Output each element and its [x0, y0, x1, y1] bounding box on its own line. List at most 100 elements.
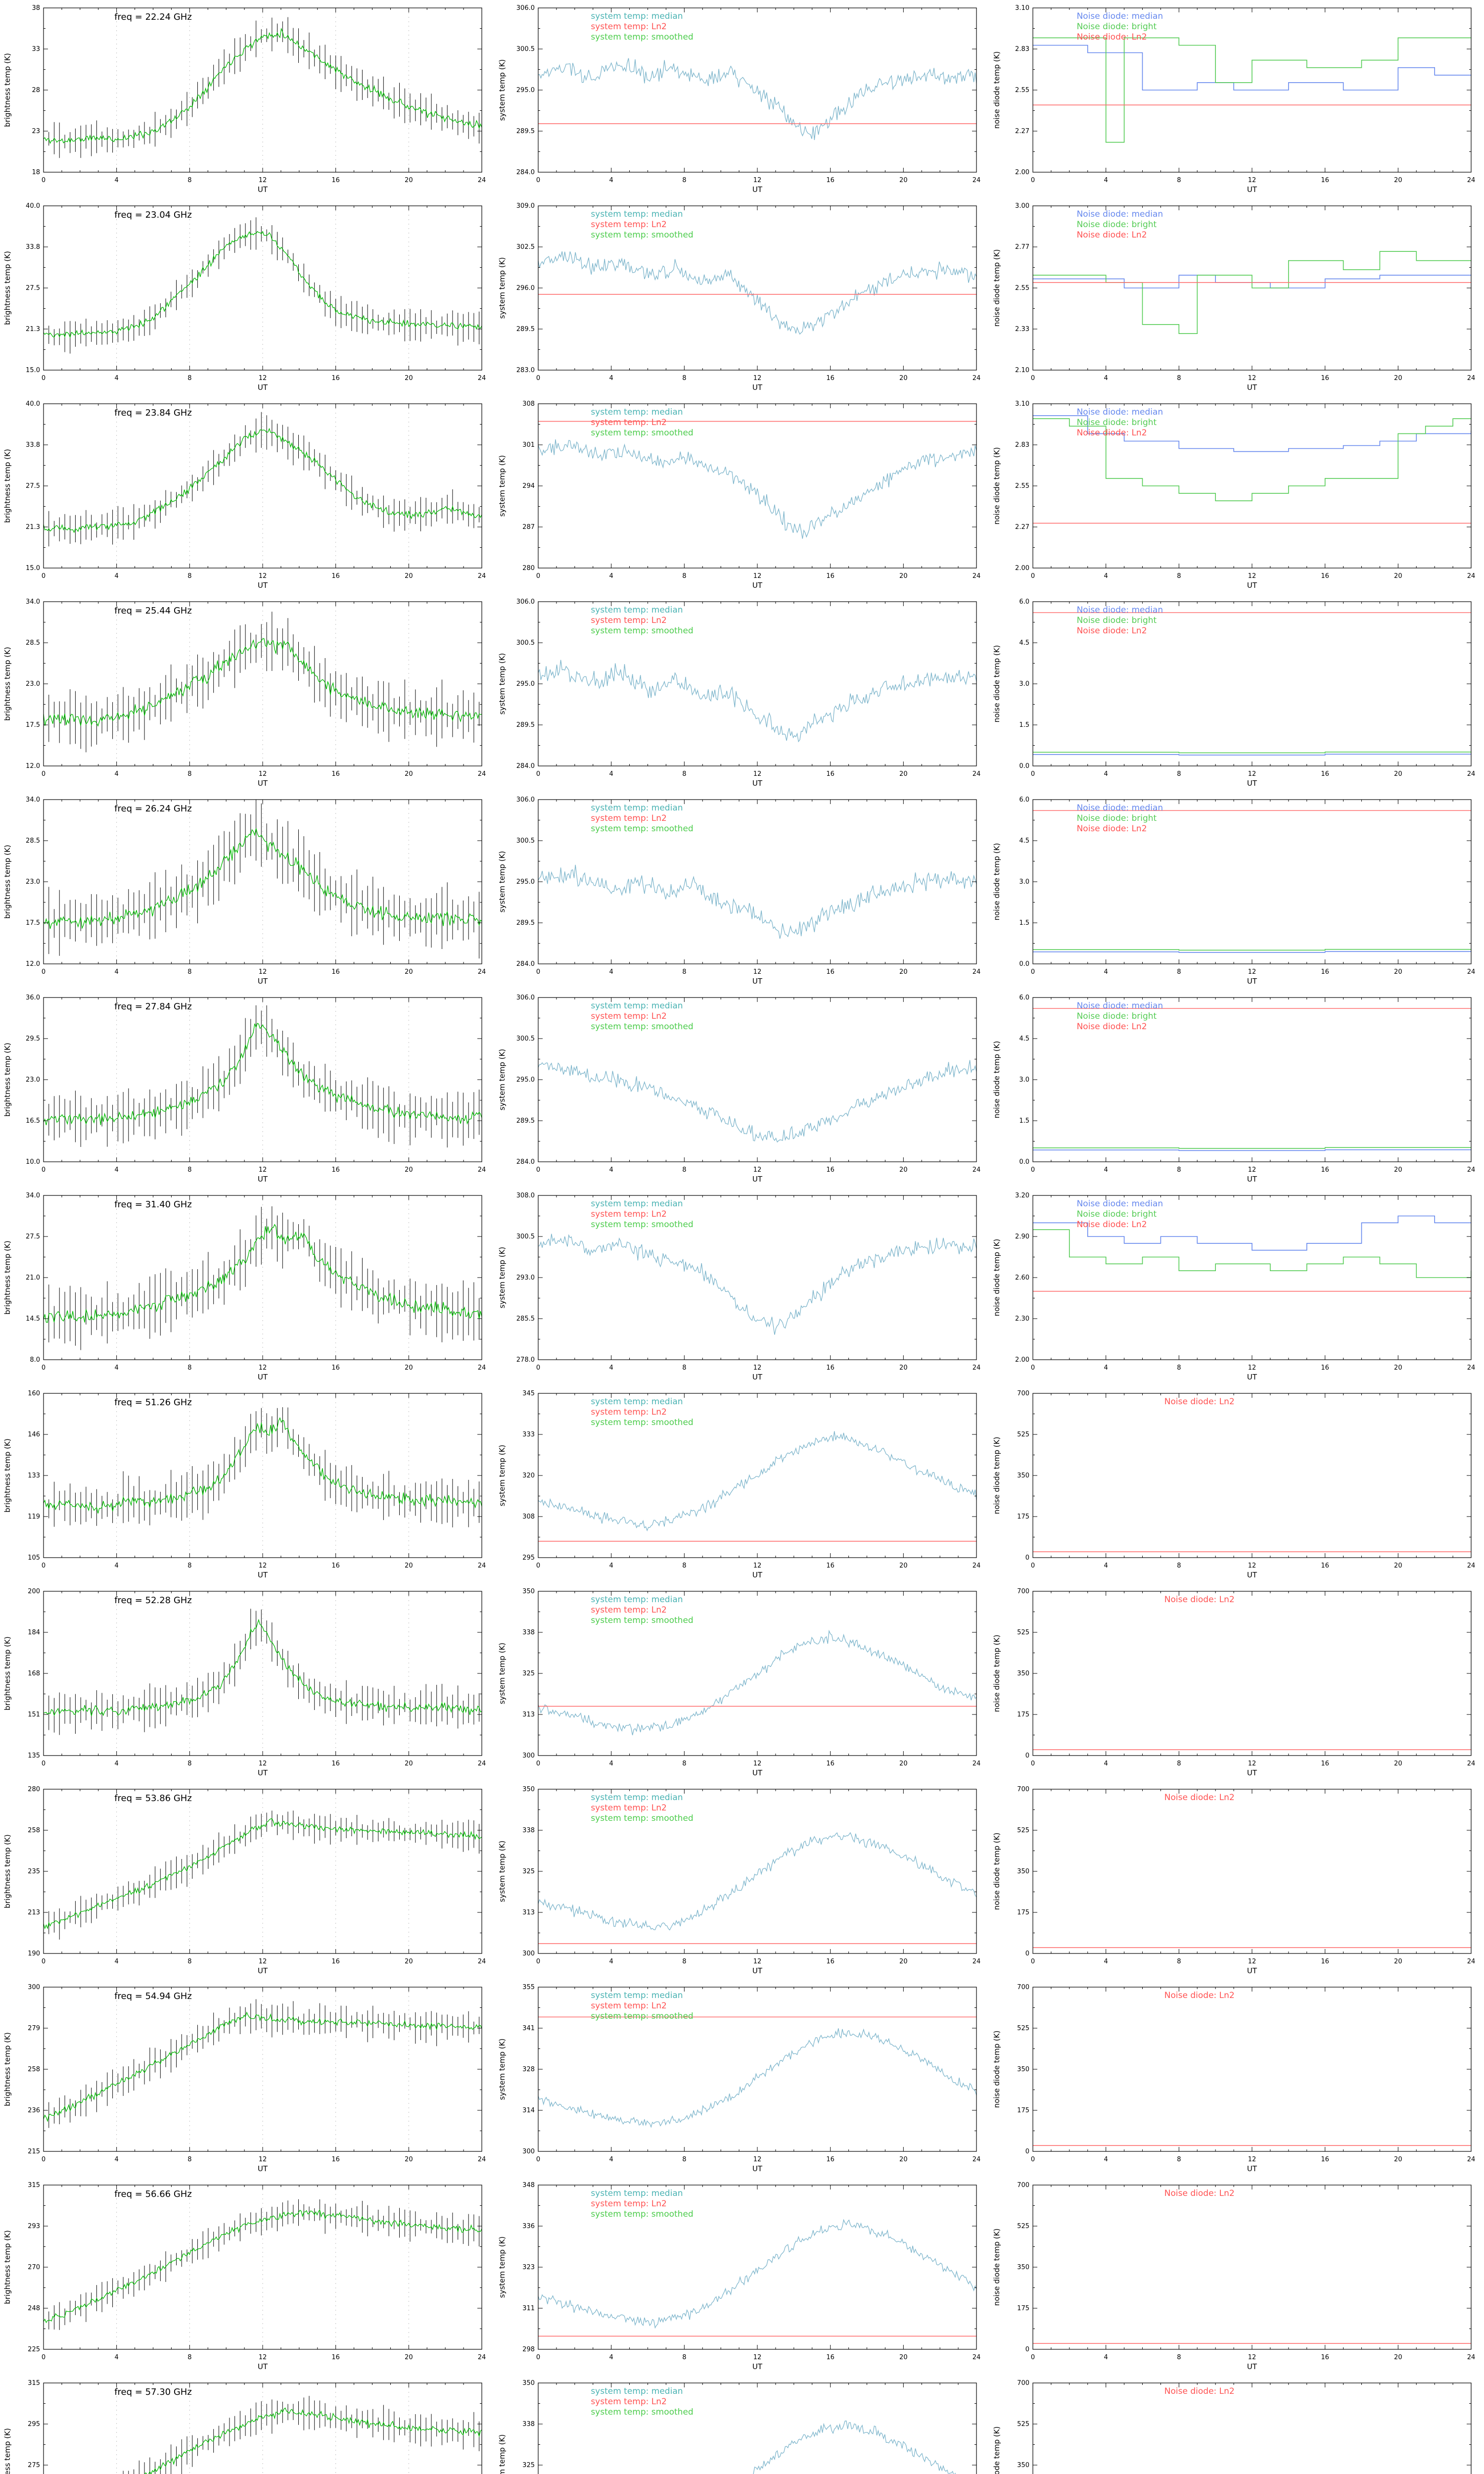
- y-axis-label: noise diode temp (K): [992, 51, 1001, 129]
- system-temp-chart-svg: 0 4 8 12 16 20 24 283.0 289.5 296.0 302.5 309.0 UT sy…: [498, 202, 980, 392]
- system-temp-chart-svg: 0 4 8 12 16 20 24 295 308 320 333 345 UT system temp …: [498, 1390, 980, 1579]
- x-tick-label: 20: [1394, 1364, 1402, 1372]
- y-tick-label: 270: [28, 2264, 40, 2271]
- x-tick-label: 0: [1031, 2354, 1035, 2361]
- series-spectrum: [44, 1818, 482, 1930]
- x-tick-label: 4: [115, 2354, 119, 2361]
- x-tick-label: 24: [1467, 2354, 1476, 2361]
- x-tick-label: 24: [478, 2354, 486, 2361]
- y-tick-label: 300: [28, 1984, 40, 1991]
- x-axis-label: UT: [258, 1966, 268, 1975]
- x-tick-label: 4: [609, 2156, 613, 2163]
- spectrum-chart-svg: 0 4 8 12 16 20 24 215 236 258 279 300 UT brightness t…: [3, 1984, 486, 2173]
- legend-entry: Noise diode: bright: [1077, 1209, 1157, 1219]
- axis-ticks: [1032, 2382, 1472, 2466]
- y-tick-label: 284.0: [516, 762, 535, 770]
- x-tick-label: 20: [899, 1166, 908, 1174]
- chart-title: freq = 23.04 GHz: [114, 210, 192, 220]
- gridlines: [116, 404, 409, 568]
- series-bright: [1033, 418, 1471, 501]
- x-tick-label: 12: [259, 572, 267, 580]
- y-axis-label: system temp (K): [498, 455, 507, 517]
- x-tick-label: 24: [1467, 2156, 1476, 2163]
- x-tick-label: 20: [899, 572, 908, 580]
- x-tick-label: 4: [115, 572, 119, 580]
- noise-diode-chart-row-12: 0 4 8 12 16 20 24 0 175 350 525 700 UT noise diode te…: [989, 2177, 1484, 2375]
- y-tick-label: 33: [32, 46, 40, 53]
- y-tick-label: 2.30: [1015, 1315, 1029, 1323]
- x-tick-label: 4: [1104, 968, 1108, 976]
- x-axis-label: UT: [752, 779, 763, 788]
- y-tick-label: 298: [522, 2346, 535, 2353]
- errorbars: [44, 17, 480, 158]
- series-median: [1033, 1215, 1471, 1251]
- legend-entry: system temp: median: [591, 1595, 683, 1605]
- y-tick-label: 175: [1017, 1909, 1029, 1916]
- y-tick-label: 36.0: [26, 994, 40, 1001]
- x-tick-label: 12: [259, 375, 267, 382]
- gridlines: [116, 1195, 409, 1360]
- legend-entry: system temp: smoothed: [591, 824, 693, 834]
- x-tick-label: 12: [259, 1364, 267, 1372]
- x-tick-label: 24: [973, 2354, 981, 2361]
- y-tick-label: 29.5: [26, 1035, 40, 1043]
- legend-entry: system temp: smoothed: [591, 2209, 693, 2219]
- x-tick-label: 12: [753, 1958, 762, 1965]
- y-axis-label: noise diode temp (K): [992, 1833, 1001, 1910]
- x-axis-label: UT: [752, 1966, 763, 1975]
- y-axis-label: system temp (K): [498, 851, 507, 913]
- x-tick-label: 16: [1321, 177, 1329, 184]
- y-tick-label: 300: [522, 2148, 535, 2155]
- x-tick-label: 0: [42, 2156, 46, 2163]
- series-system-temp: [538, 864, 976, 939]
- spectrum-chart-svg: 04812162024235255275295315UTbrightness t…: [3, 2379, 482, 2474]
- x-tick-label: 8: [1177, 177, 1181, 184]
- y-tick-label: 3.10: [1015, 4, 1029, 12]
- y-tick-label: 2.55: [1015, 285, 1029, 292]
- x-tick-label: 20: [1394, 2354, 1402, 2361]
- x-tick-label: 24: [973, 177, 981, 184]
- y-tick-label: 287: [522, 523, 535, 531]
- y-tick-label: 2.55: [1015, 87, 1029, 94]
- x-tick-label: 8: [1177, 375, 1181, 382]
- series-spectrum: [144, 2407, 482, 2474]
- x-tick-label: 8: [1177, 1166, 1181, 1174]
- y-tick-label: 306.0: [516, 4, 535, 12]
- x-tick-label: 24: [1467, 1760, 1476, 1767]
- y-tick-label: 0.0: [1019, 1158, 1029, 1166]
- spectrum-chart-svg: 0 4 8 12 16 20 24 225 248 270 293 315 UT brightness t…: [3, 2182, 486, 2371]
- x-tick-label: 16: [826, 2156, 835, 2163]
- y-tick-label: 175: [1017, 1513, 1029, 1521]
- legend-entry: Noise diode: median: [1077, 803, 1163, 813]
- plot-frame: [43, 205, 482, 371]
- x-tick-label: 12: [753, 1562, 762, 1570]
- y-tick-label: 248: [28, 2305, 40, 2312]
- x-axis-label: UT: [258, 2164, 268, 2173]
- x-tick-label: 0: [42, 770, 46, 778]
- noise-diode-chart-row-11: 0 4 8 12 16 20 24 0 175 350 525 700 UT noise diode te…: [989, 1979, 1484, 2177]
- y-tick-label: 2.33: [1015, 326, 1029, 333]
- x-tick-label: 20: [405, 2156, 413, 2163]
- x-tick-label: 4: [609, 1958, 613, 1965]
- y-tick-label: 313: [522, 1711, 535, 1718]
- y-tick-label: 200: [28, 1588, 40, 1595]
- axis-ticks: [538, 7, 977, 173]
- x-tick-label: 4: [1104, 375, 1108, 382]
- y-tick-label: 350: [522, 1588, 535, 1595]
- y-axis-label: brightness temp (K): [3, 647, 12, 720]
- x-tick-label: 20: [405, 1166, 413, 1174]
- x-axis-label: UT: [1247, 2164, 1257, 2173]
- x-tick-label: 8: [682, 770, 686, 778]
- y-tick-label: 328: [522, 2066, 535, 2073]
- y-tick-label: 700: [1017, 2182, 1029, 2189]
- y-tick-label: 17.5: [26, 919, 40, 927]
- axis-ticks: [538, 601, 977, 766]
- y-tick-label: 2.10: [1015, 367, 1029, 374]
- y-tick-label: 284.0: [516, 960, 535, 968]
- x-tick-label: 0: [42, 2354, 46, 2361]
- x-tick-label: 20: [405, 968, 413, 976]
- axis-ticks: [1032, 1987, 1472, 2152]
- y-tick-label: 525: [1017, 2421, 1029, 2428]
